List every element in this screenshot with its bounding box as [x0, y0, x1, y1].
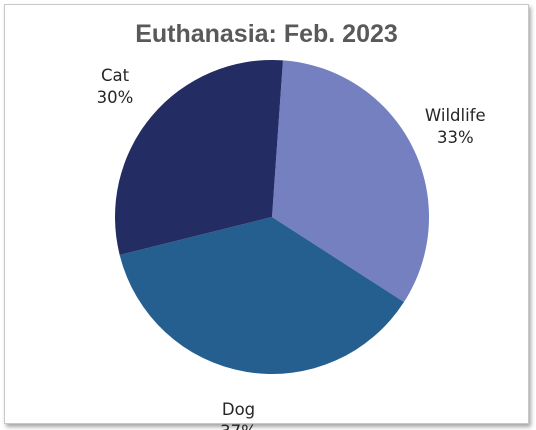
pie-slice-cat	[114, 59, 283, 255]
slice-percent-dog: 37%	[220, 422, 257, 430]
pie-slice-wildlife	[272, 60, 430, 303]
slice-percent-cat: 30%	[97, 88, 134, 107]
slice-label-cat: Cat	[101, 66, 130, 85]
slice-label-wildlife: Wildlife	[425, 106, 486, 125]
slice-label-dog: Dog	[222, 400, 255, 419]
pie-slice-dog	[119, 217, 404, 375]
chart-title: Euthanasia: Feb. 2023	[135, 20, 398, 48]
slice-percent-wildlife: 33%	[437, 128, 474, 147]
